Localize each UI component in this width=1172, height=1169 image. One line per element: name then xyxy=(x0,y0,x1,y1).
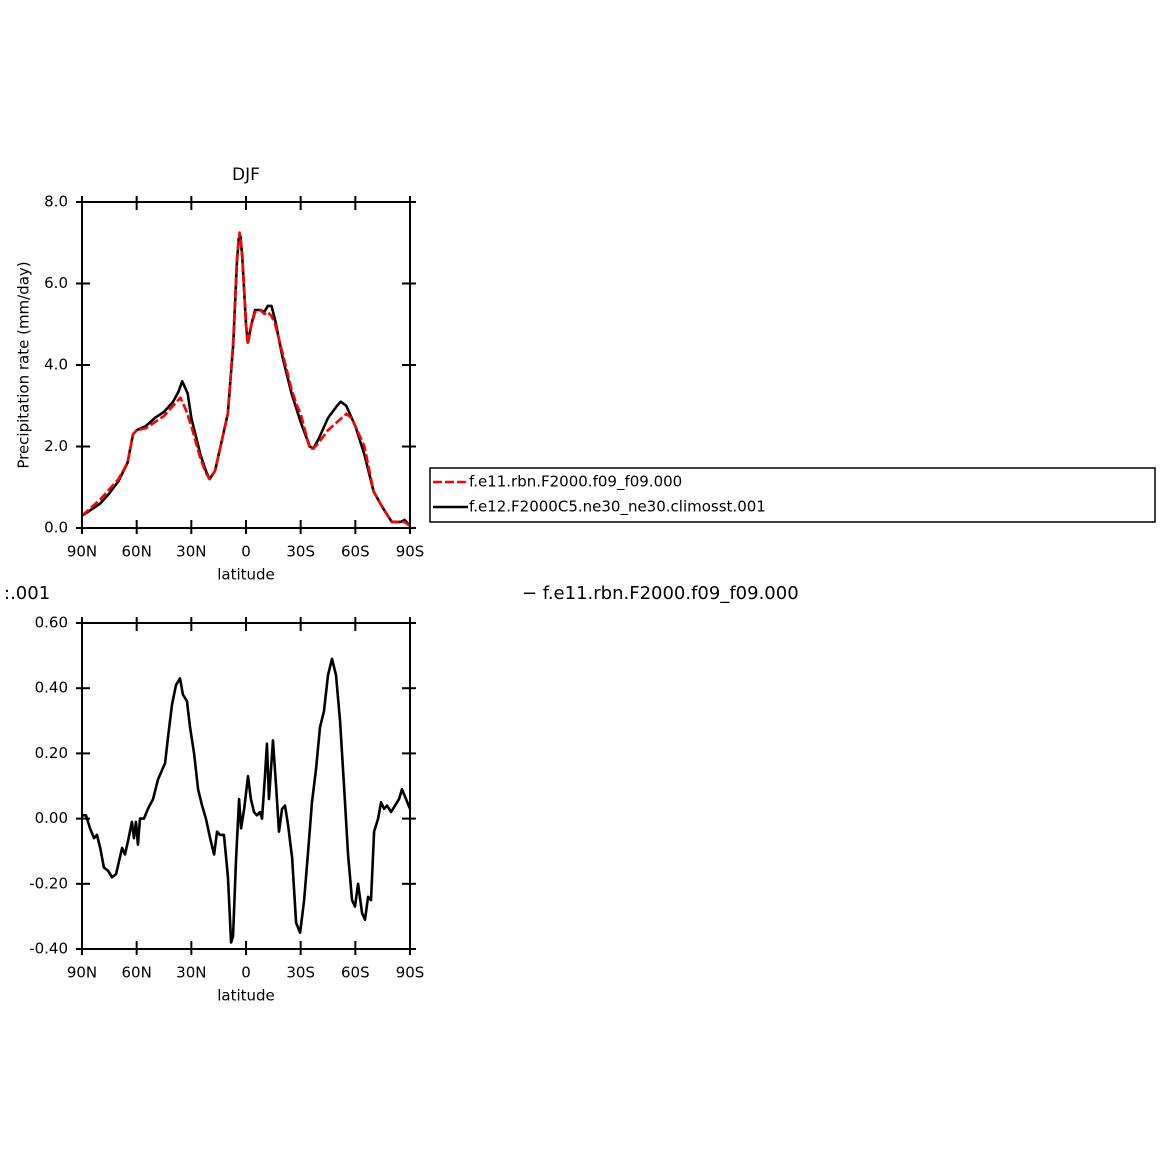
series-line xyxy=(82,657,412,944)
x-tick-label: 60N xyxy=(122,964,152,982)
y-tick-label: 0.20 xyxy=(35,744,68,762)
series-line xyxy=(81,231,411,528)
legend-label: f.e12.F2000C5.ne30_ne30.climosst.001 xyxy=(469,498,766,517)
legend-label: f.e11.rbn.F2000.f09_f09.000 xyxy=(469,473,682,492)
plot-frame xyxy=(81,622,411,950)
y-tick-label: 6.0 xyxy=(44,274,68,292)
y-tick-label: 0.40 xyxy=(35,679,68,697)
x-tick-label: 30N xyxy=(176,964,206,982)
x-tick-label: 90S xyxy=(396,964,425,982)
x-tick-label: 30S xyxy=(286,964,315,982)
x-tick-label: 90N xyxy=(67,543,97,561)
x-axis-label: latitude xyxy=(217,987,275,1005)
x-axis-label: latitude xyxy=(217,566,275,584)
plot-frame xyxy=(81,201,411,529)
y-tick-label: -0.40 xyxy=(29,940,68,958)
x-tick-label: 60S xyxy=(341,964,370,982)
x-tick-label: 90N xyxy=(67,964,97,982)
x-tick-label: 0 xyxy=(241,543,251,561)
x-tick-label: 60S xyxy=(341,543,370,561)
x-tick-label: 30S xyxy=(286,543,315,561)
y-tick-label: 0.60 xyxy=(35,614,68,632)
y-tick-label: -0.20 xyxy=(29,874,68,892)
x-tick-label: 30N xyxy=(176,543,206,561)
series-line xyxy=(81,235,411,527)
chart-title: DJF xyxy=(232,165,260,185)
x-tick-label: 60N xyxy=(122,543,152,561)
y-tick-label: 0.0 xyxy=(44,519,68,537)
chart-title-right: − f.e11.rbn.F2000.f09_f09.000 xyxy=(522,583,799,604)
legend-box xyxy=(429,467,1156,523)
y-tick-label: 8.0 xyxy=(44,193,68,211)
y-tick-label: 4.0 xyxy=(44,356,68,374)
y-tick-label: 2.0 xyxy=(44,437,68,455)
y-axis-label: Precipitation rate (mm/day) xyxy=(15,261,33,468)
x-tick-label: 90S xyxy=(396,543,425,561)
y-tick-label: 0.00 xyxy=(35,809,68,827)
chart-title-left: :.001 xyxy=(4,583,50,604)
x-tick-label: 0 xyxy=(241,964,251,982)
